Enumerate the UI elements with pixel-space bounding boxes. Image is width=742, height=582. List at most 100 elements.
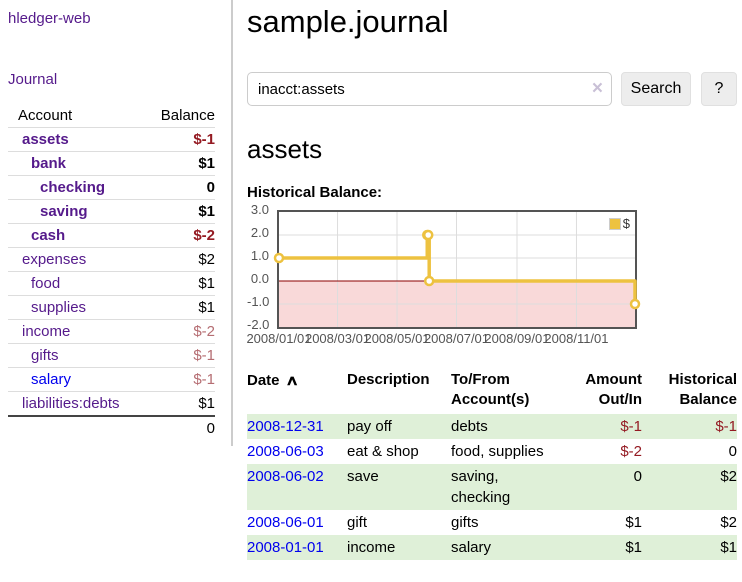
account-link-salary[interactable]: salary xyxy=(31,371,72,388)
account-link-saving[interactable]: saving xyxy=(40,203,88,220)
accounts-cell: saving, checking xyxy=(451,468,511,506)
date-link[interactable]: 2008-01-01 xyxy=(247,539,324,556)
account-link-supplies[interactable]: supplies xyxy=(31,299,87,316)
x-axis-label: 2008/09/01 xyxy=(484,331,550,346)
accounts-header-row: Account Balance xyxy=(8,104,215,128)
register-col-to-from-account-s-[interactable]: To/From Account(s) xyxy=(451,368,557,414)
account-balance: $-1 xyxy=(147,127,215,152)
historical-balance-chart: $3.0 2.0 1.0 0.0 -1.0 -2.0 2008/01/01 2008/03/0… xyxy=(246,203,742,348)
clear-search-icon[interactable]: × xyxy=(591,78,603,100)
search-bar: × Search ? xyxy=(247,72,742,106)
register-col-label: Amount Out/In xyxy=(585,371,642,408)
date-link[interactable]: 2008-06-03 xyxy=(247,443,324,460)
account-balance: $-2 xyxy=(147,223,215,248)
account-row: supplies $1 xyxy=(8,295,215,320)
accounts-cell: debts xyxy=(451,418,488,435)
account-cell: bank xyxy=(8,151,148,176)
account-balance: $-2 xyxy=(147,319,215,344)
date-cell: 2008-12-31 xyxy=(247,414,347,439)
accounts-col-balance: Balance xyxy=(147,104,215,128)
account-balance: $1 xyxy=(147,271,215,296)
hledger-web-app: hledger-web Journal Account Balance asse… xyxy=(8,0,742,560)
account-link-assets[interactable]: assets xyxy=(22,131,69,148)
balance-cell: $2 xyxy=(720,514,737,531)
account-row: food $1 xyxy=(8,271,215,296)
date-cell: 2008-06-01 xyxy=(247,510,347,535)
search-input[interactable] xyxy=(247,72,612,106)
register-row: 2008-01-01 income salary $1 $1 xyxy=(247,535,737,560)
accounts-col-account: Account xyxy=(8,104,148,128)
date-link[interactable]: 2008-12-31 xyxy=(247,418,324,435)
amount-cell: $-2 xyxy=(620,443,642,460)
account-row: income $-2 xyxy=(8,319,215,344)
accounts-cell: gifts xyxy=(451,514,479,531)
main-content: sample.journal × Search ? assets Histori… xyxy=(233,0,742,560)
help-button[interactable]: ? xyxy=(701,72,737,106)
chart-point xyxy=(422,229,434,241)
register-col-description[interactable]: Description xyxy=(347,368,451,414)
account-cell: liabilities:debts xyxy=(8,391,148,417)
register-header-row: Date ∧ Description To/From Account(s) Amount… xyxy=(247,368,737,414)
search-button[interactable]: Search xyxy=(621,72,691,106)
description-cell: eat & shop xyxy=(347,443,419,460)
register-row: 2008-06-02 save saving, checking 0 $2 xyxy=(247,464,737,510)
description-cell: save xyxy=(347,468,379,485)
date-cell: 2008-06-02 xyxy=(247,464,347,510)
amount-cell: $1 xyxy=(625,539,642,556)
register-col-historical-balance[interactable]: Historical Balance xyxy=(642,368,737,414)
amount-cell: 0 xyxy=(633,468,642,485)
y-axis-label: 0.0 xyxy=(250,271,269,286)
date-cell: 2008-06-03 xyxy=(247,439,347,464)
account-link-liabilities-debts[interactable]: liabilities:debts xyxy=(22,395,120,412)
chart-point xyxy=(423,275,435,287)
y-axis-label: -1.0 xyxy=(247,294,270,309)
account-balance: $1 xyxy=(147,391,215,417)
account-cell: assets xyxy=(8,127,148,152)
account-balance: $-1 xyxy=(147,343,215,368)
account-link-cash[interactable]: cash xyxy=(31,227,66,244)
x-axis-label: 2008/11/01 xyxy=(544,331,609,346)
accounts-total-spacer xyxy=(8,415,148,440)
sort-ascending-icon: ∧ xyxy=(284,372,299,388)
legend-swatch-icon xyxy=(608,217,621,230)
balance-cell: $1 xyxy=(720,539,737,556)
account-row: gifts $-1 xyxy=(8,343,215,368)
account-link-food[interactable]: food xyxy=(31,275,61,292)
accounts-table: Account Balance assets $-1 bank $1 checking 0… xyxy=(8,104,215,440)
account-link-income[interactable]: income xyxy=(22,323,71,340)
y-axis-label: 1.0 xyxy=(250,248,269,263)
y-axis-label: 2.0 xyxy=(250,225,269,240)
date-link[interactable]: 2008-06-01 xyxy=(247,514,324,531)
date-link[interactable]: 2008-06-02 xyxy=(247,468,324,485)
balance-cell: $2 xyxy=(720,468,737,485)
description-cell: gift xyxy=(347,514,368,531)
account-cell: supplies xyxy=(8,295,148,320)
x-axis-label: 2008/03/01 xyxy=(304,331,371,346)
balance-cell: $-1 xyxy=(715,418,737,435)
register-col-amount-out-in[interactable]: Amount Out/In xyxy=(557,368,642,414)
account-link-gifts[interactable]: gifts xyxy=(31,347,59,364)
account-cell: income xyxy=(8,319,148,344)
x-axis-label: 2008/01/01 xyxy=(246,331,312,346)
account-row: salary $-1 xyxy=(8,367,215,392)
register-col-label: Description xyxy=(347,371,430,388)
amount-cell: $-1 xyxy=(620,418,642,435)
app-title-link[interactable]: hledger-web xyxy=(8,10,91,27)
account-link-expenses[interactable]: expenses xyxy=(22,251,87,268)
sidebar-item-journal[interactable]: Journal xyxy=(8,71,58,88)
account-row: expenses $2 xyxy=(8,247,215,272)
register-row: 2008-06-01 gift gifts $1 $2 xyxy=(247,510,737,535)
account-link-checking[interactable]: checking xyxy=(40,179,106,196)
x-axis-label: 2008/07/01 xyxy=(423,331,490,346)
account-cell: food xyxy=(8,271,148,296)
accounts-cell: food, supplies xyxy=(451,443,544,460)
date-cell: 2008-01-01 xyxy=(247,535,347,560)
register-col-date[interactable]: Date ∧ xyxy=(247,368,347,414)
y-axis-label: 3.0 xyxy=(250,202,269,217)
y-axis-label: -2.0 xyxy=(247,317,270,332)
account-cell: salary xyxy=(8,367,148,392)
search-box: × xyxy=(247,72,612,106)
account-link-bank[interactable]: bank xyxy=(31,155,67,172)
chart-point xyxy=(273,252,285,264)
legend-label: $ xyxy=(622,216,630,231)
